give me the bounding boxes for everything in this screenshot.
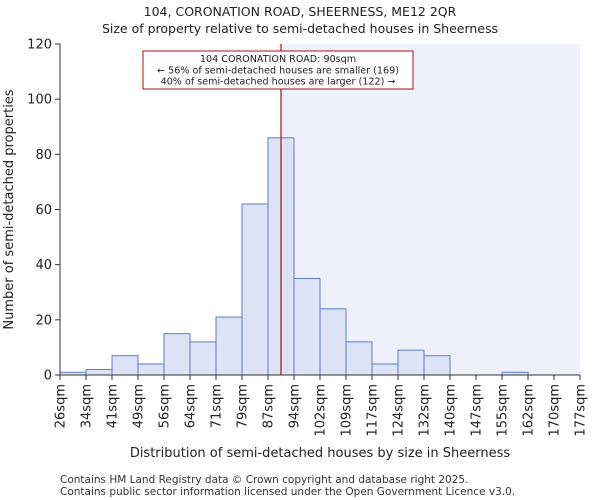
- y-tick-label: 20: [35, 313, 52, 328]
- x-tick-label: 177sqm: [574, 384, 589, 437]
- x-tick-label: 117sqm: [366, 384, 381, 437]
- annotation-line-1: 104 CORONATION ROAD: 90sqm: [200, 54, 356, 65]
- annotation-line-3: 40% of semi-detached houses are larger (…: [161, 77, 396, 88]
- x-tick-label: 56sqm: [158, 384, 173, 428]
- x-tick-label: 49sqm: [132, 384, 147, 428]
- x-tick-label: 26sqm: [54, 384, 69, 428]
- footer-copyright: Contains HM Land Registry data © Crown c…: [60, 474, 469, 486]
- x-tick-label: 34sqm: [80, 384, 95, 428]
- bar-132sqm: [423, 355, 451, 376]
- bar-109sqm: [345, 341, 373, 376]
- y-tick-label: 80: [35, 148, 52, 163]
- y-axis-label: Number of semi-detached properties: [2, 89, 17, 329]
- bar-64sqm: [189, 341, 217, 376]
- bar-49sqm: [137, 363, 165, 376]
- x-axis-ticks: 26sqm 34sqm 41sqm 49sqm 56sqm 64sqm 71sqm 79sqm…: [54, 375, 589, 437]
- y-tick-label: 60: [35, 203, 52, 218]
- y-tick-label: 120: [27, 38, 52, 53]
- x-tick-label: 132sqm: [418, 384, 433, 437]
- x-tick-label: 94sqm: [288, 384, 303, 428]
- chart-title: 104, CORONATION ROAD, SHEERNESS, ME12 2Q…: [143, 4, 457, 19]
- bar-124sqm: [397, 349, 425, 376]
- x-tick-label: 102sqm: [314, 384, 329, 437]
- annotation-line-2: ← 56% of semi-detached houses are smalle…: [157, 65, 399, 76]
- y-tick-label: 100: [27, 93, 52, 108]
- bar-41sqm: [111, 355, 139, 376]
- footer-licence: Contains public sector information licen…: [60, 486, 516, 498]
- x-tick-label: 71sqm: [210, 384, 225, 428]
- annotation-box: [142, 50, 414, 90]
- y-tick-label: 40: [35, 258, 52, 273]
- bar-102sqm: [319, 308, 347, 376]
- x-tick-label: 147sqm: [470, 384, 485, 437]
- bar-71sqm: [215, 316, 243, 376]
- y-tick-label: 0: [44, 369, 52, 384]
- chart-subtitle: Size of property relative to semi-detach…: [101, 21, 499, 36]
- bar-79sqm: [241, 203, 269, 376]
- x-tick-label: 140sqm: [444, 384, 459, 437]
- x-tick-label: 64sqm: [184, 384, 199, 428]
- x-tick-label: 170sqm: [548, 384, 563, 437]
- y-axis-ticks: 0 20 40 60 80 100 120: [27, 38, 60, 384]
- x-tick-label: 109sqm: [340, 384, 355, 437]
- bar-117sqm: [371, 363, 399, 376]
- bar-94sqm: [293, 277, 321, 376]
- x-tick-label: 41sqm: [106, 384, 121, 428]
- property-annotation: 104 CORONATION ROAD: 90sqm ← 56% of semi…: [142, 50, 414, 90]
- bar-56sqm: [163, 333, 191, 376]
- x-axis-label: Distribution of semi-detached houses by …: [130, 446, 511, 461]
- x-tick-label: 162sqm: [522, 384, 537, 437]
- x-tick-label: 87sqm: [262, 384, 277, 428]
- x-tick-label: 79sqm: [236, 384, 251, 428]
- x-tick-label: 124sqm: [392, 384, 407, 437]
- x-tick-label: 155sqm: [496, 384, 511, 437]
- bar-34sqm: [85, 368, 113, 376]
- bars: [59, 137, 529, 376]
